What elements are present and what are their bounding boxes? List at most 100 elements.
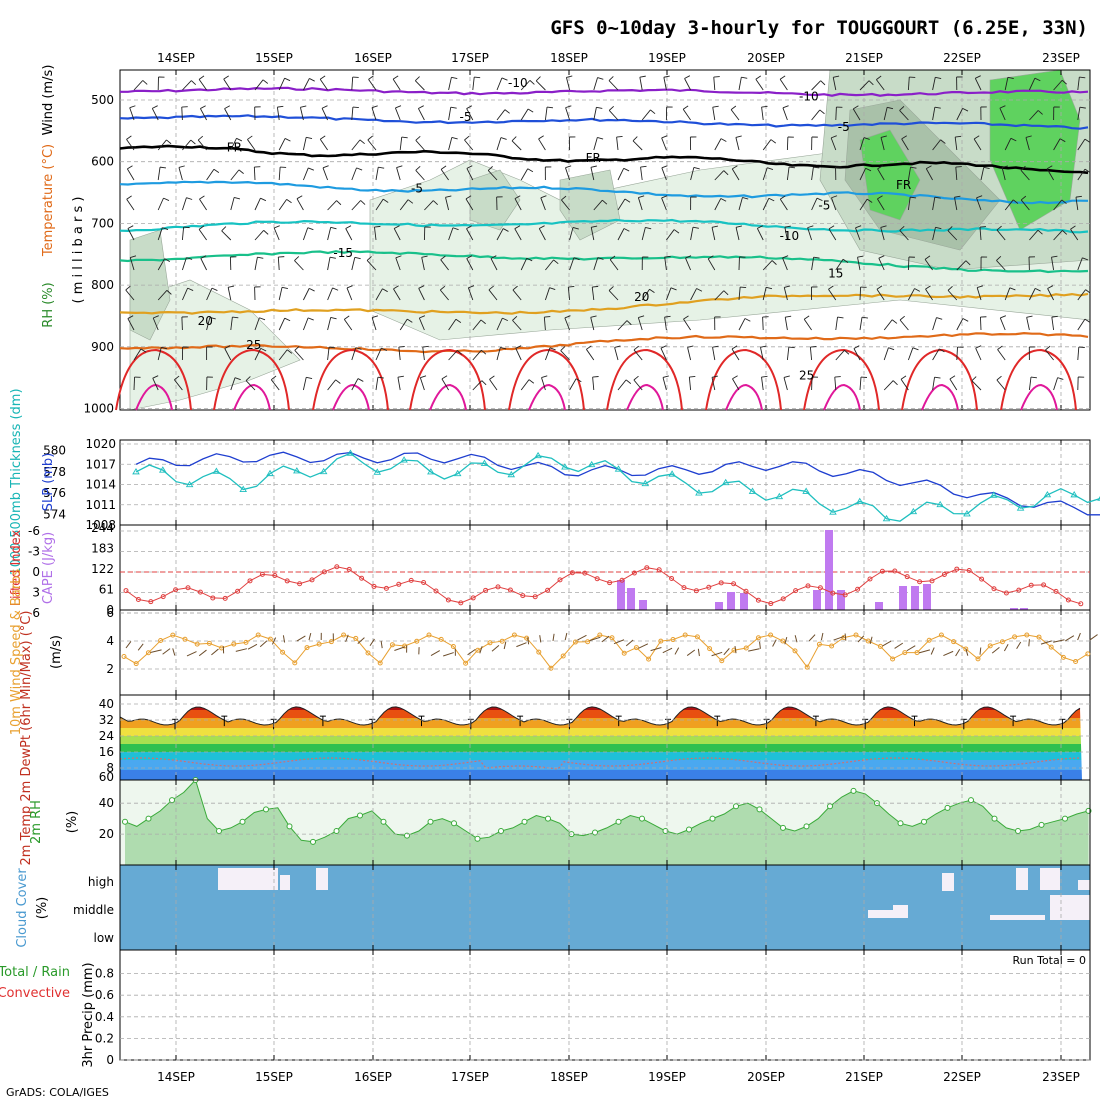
surface-wind-barb bbox=[539, 635, 542, 643]
wind-speed-marker bbox=[389, 642, 395, 648]
wind-barb-flag bbox=[199, 195, 205, 200]
lifted-index-marker bbox=[309, 577, 315, 583]
wind-barb-flag bbox=[664, 255, 671, 258]
wind-barb bbox=[735, 227, 740, 241]
wind-barb-flag bbox=[664, 315, 671, 318]
wind-barb bbox=[448, 77, 452, 91]
slp-frame bbox=[119, 439, 1091, 526]
wind-barb bbox=[397, 377, 401, 391]
surface-wind-barb bbox=[979, 647, 982, 655]
surface-wind-barb bbox=[282, 635, 286, 643]
temperature-contour bbox=[823, 383, 861, 411]
wind-barb bbox=[466, 168, 474, 181]
wind-barb-flag bbox=[877, 195, 883, 200]
wind-barb-flag bbox=[899, 225, 905, 231]
wind-barb bbox=[538, 228, 546, 241]
wind-barb-flag bbox=[561, 195, 567, 201]
temp-color-band bbox=[120, 770, 1082, 780]
wind-barb bbox=[738, 197, 743, 211]
lifted-index-axis-label: Lifted Index bbox=[9, 529, 24, 606]
wind-barb-flag bbox=[645, 226, 652, 230]
wind-barb-flag bbox=[1030, 376, 1037, 379]
wind-barb-flag bbox=[623, 228, 630, 232]
wind-barb-flag bbox=[1061, 199, 1067, 205]
wind-barb-flag bbox=[238, 169, 244, 174]
pressure-tick-label: 600 bbox=[91, 155, 114, 169]
lifted-index-marker bbox=[160, 594, 166, 600]
contour-label: 25 bbox=[246, 338, 261, 352]
wind-barb bbox=[227, 287, 232, 301]
wind-barb bbox=[367, 139, 377, 151]
wind-barb bbox=[1025, 137, 1030, 151]
temperature-contour bbox=[528, 383, 566, 411]
wind-barb-flag bbox=[397, 375, 404, 378]
wind-speed-marker bbox=[341, 632, 347, 638]
lifted-index-marker bbox=[755, 597, 761, 603]
wind-barb-flag bbox=[608, 76, 614, 81]
wind-barb-flag bbox=[828, 225, 835, 230]
lifted-index-marker bbox=[991, 586, 997, 592]
wind-barb bbox=[351, 200, 361, 211]
wind-barb-flag bbox=[504, 109, 510, 114]
wind-barb bbox=[276, 107, 280, 121]
surface-wind-barb bbox=[430, 650, 440, 656]
wind-barb-flag bbox=[174, 375, 180, 381]
wind-barb-flag bbox=[741, 76, 748, 79]
wind-barb bbox=[1028, 288, 1036, 301]
wind-barb-flag bbox=[1047, 285, 1054, 289]
wind-barb bbox=[762, 316, 764, 331]
cloud-clear-block bbox=[942, 873, 954, 891]
wind-barb bbox=[206, 287, 213, 301]
wind-barb bbox=[714, 198, 722, 211]
rh2m-marker bbox=[357, 812, 363, 819]
wind-barb-flag bbox=[663, 75, 670, 78]
wind-barb bbox=[1046, 168, 1054, 181]
wind-barb-flag bbox=[224, 345, 231, 349]
wind-barb-flag bbox=[374, 225, 381, 228]
wind-barb bbox=[835, 349, 845, 361]
surface-wind-barb bbox=[380, 640, 383, 649]
temperature-contour bbox=[606, 348, 683, 411]
wind-barb bbox=[639, 77, 643, 91]
wind-barb bbox=[569, 227, 574, 241]
wind-barb-flag bbox=[560, 346, 566, 351]
wind-barb bbox=[472, 349, 482, 361]
wind-barb bbox=[835, 317, 838, 331]
wind-barb-flag bbox=[549, 347, 556, 351]
wind-barb bbox=[535, 80, 546, 91]
wind-barb-flag bbox=[330, 316, 337, 320]
wind-barb bbox=[448, 318, 457, 331]
wind-barb bbox=[569, 257, 575, 271]
wind-barb-flag bbox=[940, 139, 946, 144]
wind-barb-flag bbox=[878, 255, 885, 259]
wind-barb bbox=[735, 137, 740, 151]
wind-barb bbox=[976, 197, 982, 211]
contour-label: 15 bbox=[828, 266, 843, 280]
wind-barb bbox=[859, 377, 862, 391]
wind-barb bbox=[687, 347, 692, 361]
wind-barb-flag bbox=[345, 225, 352, 229]
wind-speed-marker bbox=[487, 640, 493, 646]
wind-barb-flag bbox=[880, 135, 887, 138]
wind-barb bbox=[690, 167, 695, 181]
wind-barb-flag bbox=[126, 195, 132, 200]
wind-barb bbox=[496, 109, 506, 121]
wind-barb bbox=[321, 108, 329, 121]
wind-barb bbox=[1029, 229, 1039, 241]
wind-barb bbox=[633, 379, 643, 391]
wind-barb-flag bbox=[810, 346, 817, 348]
surface-wind-barb bbox=[784, 636, 788, 645]
wind-barb-flag bbox=[720, 198, 727, 202]
thickness-series-marker bbox=[802, 487, 810, 494]
wind-barb-flag bbox=[336, 200, 342, 206]
wind-barb-flag bbox=[965, 260, 971, 266]
wind-barb-flag bbox=[418, 105, 424, 109]
wind-barb bbox=[254, 348, 262, 361]
wind-barb-flag bbox=[597, 137, 604, 140]
wind-barb-flag bbox=[480, 319, 486, 325]
cloud-panel: high middle low bbox=[73, 864, 1091, 951]
wind-barb bbox=[637, 197, 643, 211]
wind-barb bbox=[714, 290, 725, 301]
temperature-contour bbox=[233, 383, 271, 411]
wind-barb bbox=[346, 287, 353, 301]
